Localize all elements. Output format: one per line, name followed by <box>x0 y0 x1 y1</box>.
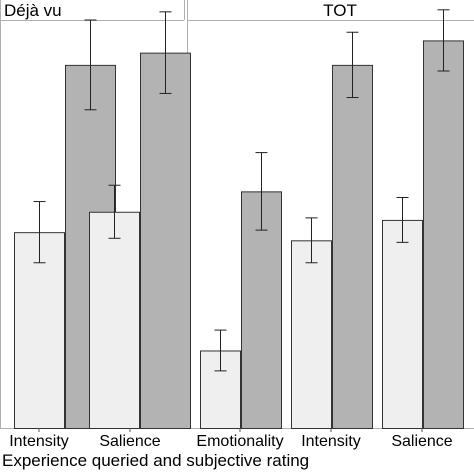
bar-high-salience <box>423 40 464 430</box>
bar-high-intensity <box>332 64 373 429</box>
x-axis-title: Experience queried and subjective rating <box>2 451 310 470</box>
panel-strip-label-tot: TOT <box>323 1 357 20</box>
x-tick-label-emotionality: Emotionality <box>196 433 283 450</box>
bar-low-intensity <box>291 240 332 429</box>
bar-high-emotionality <box>241 191 282 429</box>
x-tick-label-salience: Salience <box>391 433 452 450</box>
x-tick-label-intensity: Intensity <box>9 433 69 450</box>
bar-low-intensity <box>14 232 65 429</box>
x-tick-label-salience: Salience <box>99 433 160 450</box>
x-tick-label-intensity: Intensity <box>301 433 361 450</box>
panel-strip-label-deja-vu: Déjà vu <box>4 1 62 20</box>
bar-low-salience <box>382 219 423 429</box>
bar-high-salience <box>140 52 191 429</box>
bar-low-salience <box>89 211 140 429</box>
